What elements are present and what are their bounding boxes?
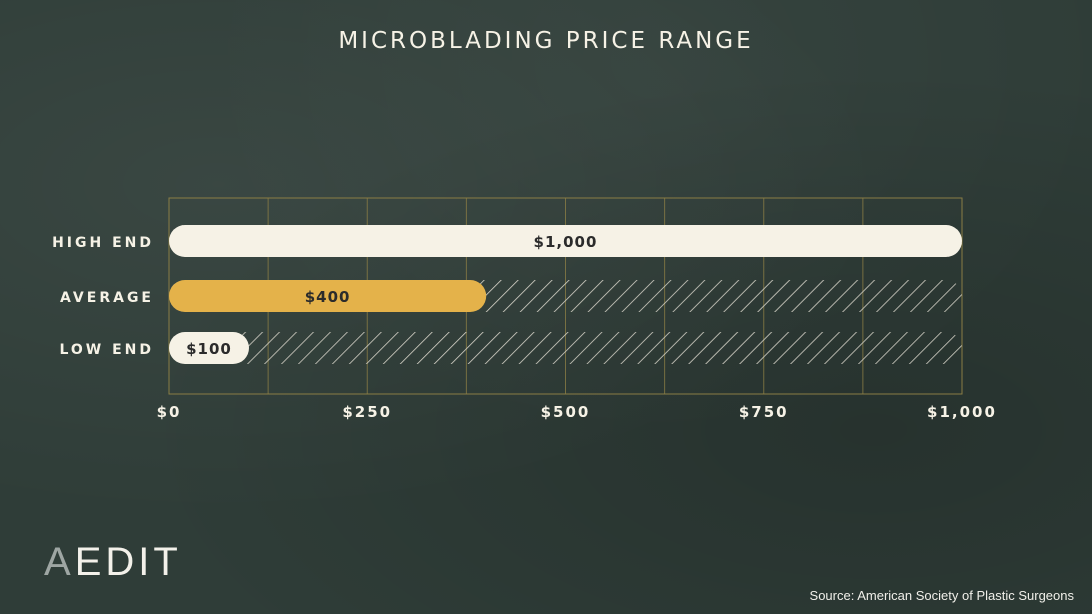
- x-tick-label: $0: [157, 403, 182, 421]
- bar-value-label: $1,000: [534, 233, 598, 251]
- bar-track: [169, 332, 962, 364]
- source-note: Source: American Society of Plastic Surg…: [809, 588, 1074, 603]
- bar-value-label: $100: [186, 340, 232, 358]
- category-label: LOW END: [59, 342, 154, 358]
- category-label: AVERAGE: [60, 290, 154, 306]
- x-tick-label: $750: [739, 403, 789, 421]
- x-tick-label: $1,000: [927, 403, 997, 421]
- bar-average: [169, 280, 487, 312]
- bar-value-label: $400: [305, 288, 351, 306]
- x-tick-label: $500: [541, 403, 591, 421]
- bar-high-end: [169, 225, 962, 257]
- logo-first-letter: A: [44, 540, 75, 584]
- x-tick-label: $250: [342, 403, 392, 421]
- category-label: HIGH END: [52, 235, 154, 251]
- logo-rest: EDIT: [74, 540, 182, 584]
- bar-low-end: [169, 332, 249, 364]
- chart-title: MICROBLADING PRICE RANGE: [338, 28, 754, 54]
- aedit-logo: AEDIT: [44, 540, 182, 585]
